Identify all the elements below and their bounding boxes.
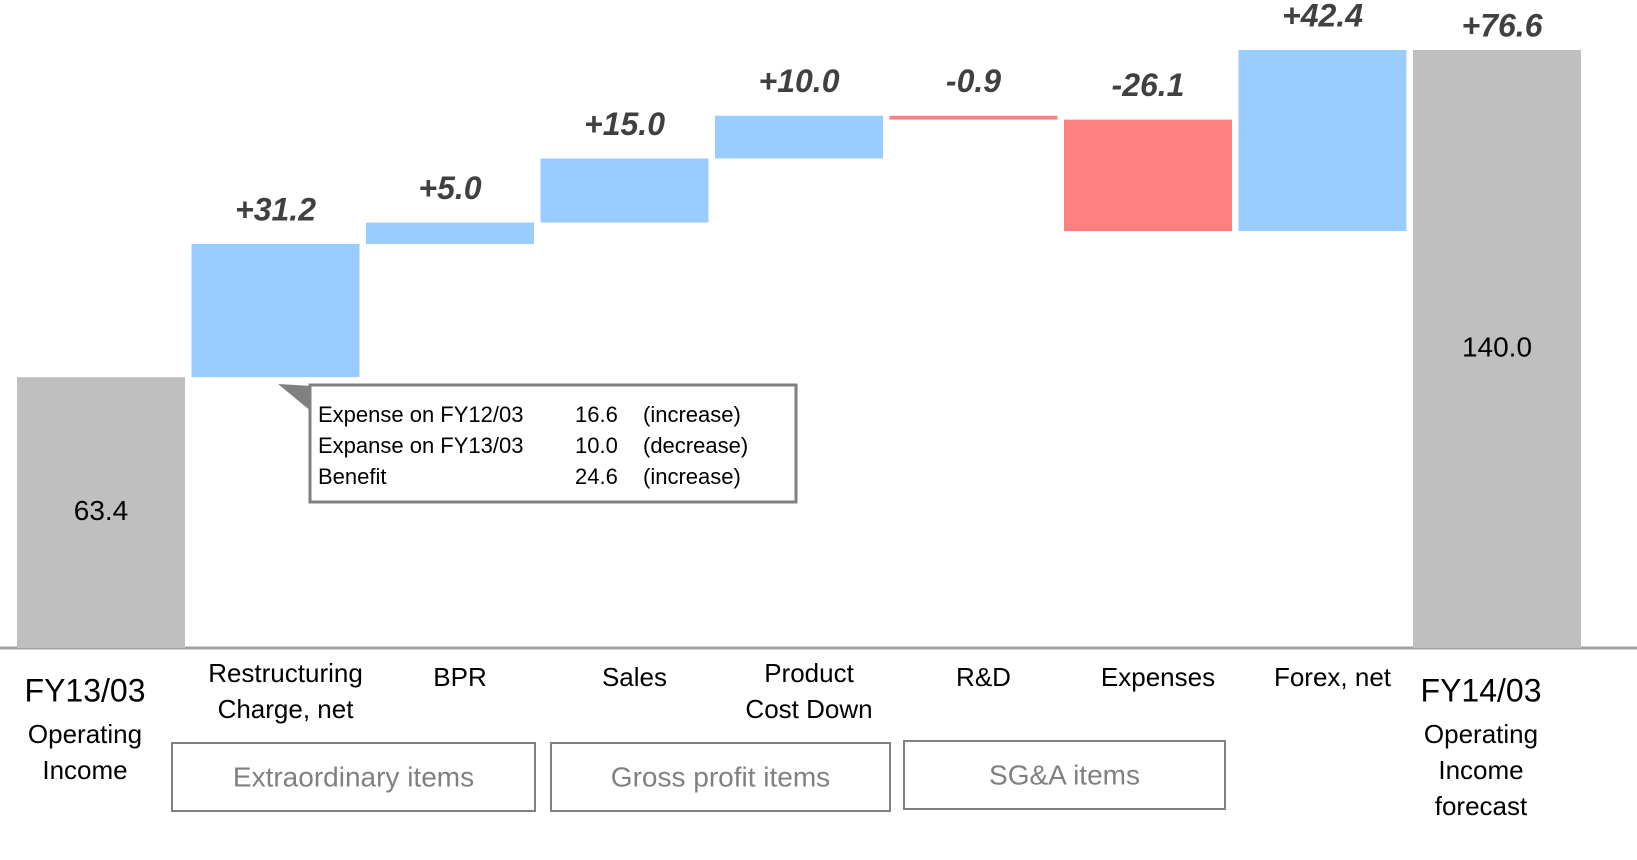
value-label: -0.9 — [946, 63, 1001, 99]
callout-text: Benefit — [318, 464, 387, 489]
category-label: FY13/03 — [25, 672, 146, 708]
callout-text: (decrease) — [643, 433, 748, 458]
value-label: 140.0 — [1462, 331, 1532, 362]
group-label: Extraordinary items — [233, 761, 474, 792]
bar — [889, 115, 1058, 120]
bar — [1238, 50, 1407, 232]
bar — [715, 115, 883, 159]
callout-box — [308, 383, 798, 504]
category-label: Operating — [1424, 719, 1538, 749]
category-label: Product — [764, 658, 854, 688]
category-label: R&D — [956, 662, 1011, 692]
value-label: +5.0 — [418, 170, 481, 206]
callout-text: (increase) — [643, 464, 741, 489]
value-label: 63.4 — [74, 495, 129, 526]
category-label: Restructuring — [208, 658, 363, 688]
category-label: Operating — [28, 719, 142, 749]
value-label: +42.4 — [1282, 0, 1363, 33]
bar — [17, 377, 185, 648]
callout-text: Expanse on FY13/03 — [318, 433, 523, 458]
category-label: Charge, net — [218, 694, 355, 724]
bar — [1413, 50, 1581, 648]
callout-text: 10.0 — [575, 433, 618, 458]
value-label: -26.1 — [1112, 67, 1185, 103]
callout-text: Expense on FY12/03 — [318, 402, 523, 427]
value-label: +31.2 — [235, 191, 316, 227]
bar — [540, 158, 709, 223]
bar — [191, 243, 360, 378]
bar — [366, 222, 534, 244]
group-label: SG&A items — [989, 759, 1140, 790]
category-label: Forex, net — [1274, 662, 1392, 692]
category-label: Expenses — [1101, 662, 1215, 692]
callout-text: 24.6 — [575, 464, 618, 489]
bar — [1064, 119, 1232, 232]
category-label: Income — [1438, 755, 1523, 785]
callout-pointer — [278, 384, 312, 412]
category-label: FY14/03 — [1421, 672, 1542, 708]
group-box — [903, 740, 1226, 810]
total-change-label: +76.6 — [1462, 7, 1543, 43]
callout-text: (increase) — [643, 402, 741, 427]
callout — [278, 383, 798, 504]
category-label: Cost Down — [745, 694, 872, 724]
category-label: Sales — [602, 662, 667, 692]
category-label: BPR — [433, 662, 486, 692]
group-box — [550, 742, 891, 812]
category-label: Income — [42, 755, 127, 785]
category-label: forecast — [1435, 791, 1528, 821]
value-label: +10.0 — [759, 63, 840, 99]
value-label: +15.0 — [584, 106, 665, 142]
group-label: Gross profit items — [611, 761, 830, 792]
group-box — [171, 742, 536, 812]
callout-text: 16.6 — [575, 402, 618, 427]
